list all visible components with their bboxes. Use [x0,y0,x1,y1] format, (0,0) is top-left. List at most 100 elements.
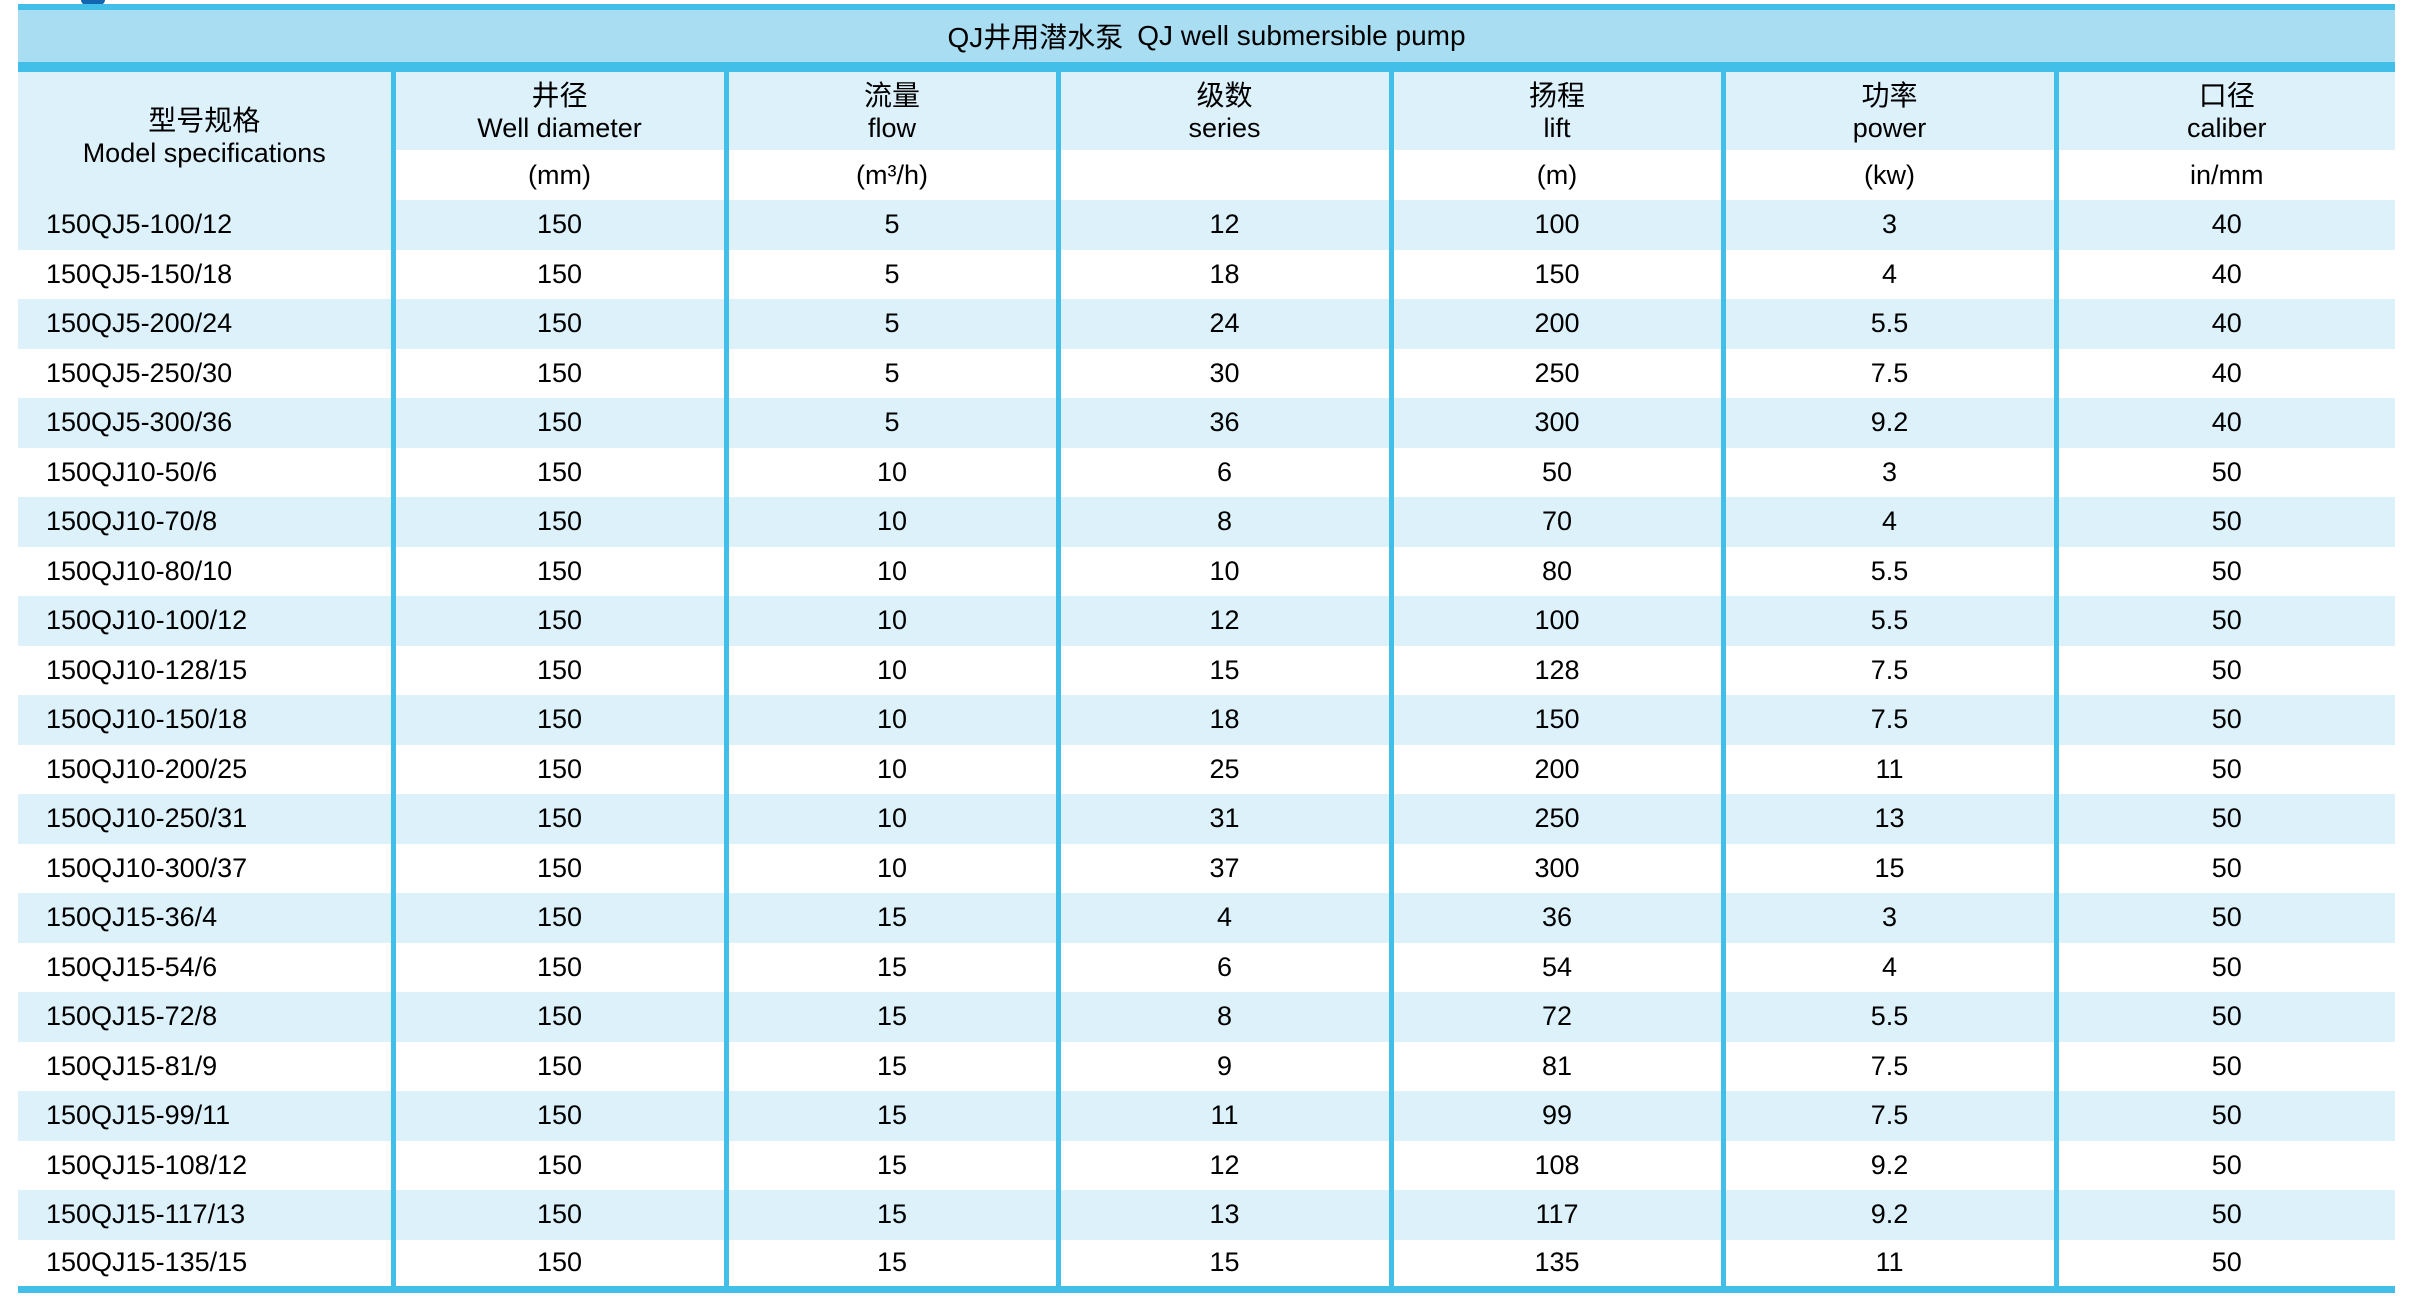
cell-lift: 108 [1388,1140,1723,1190]
unit-power: (kw) [1720,150,2056,200]
cell-model: 150QJ5-100/12 [46,209,233,240]
table-row: 150QJ15-108/12 150 15 12 108 9.2 50 [18,1140,2395,1190]
cell-caliber: 50 [2053,1091,2395,1141]
table-row: 150QJ10-80/10 150 10 10 80 5.5 50 [18,546,2395,596]
cell-well-diameter: 150 [390,744,726,794]
cell-flow: 10 [723,596,1058,646]
table-row: 150QJ10-300/37 150 10 37 300 15 50 [18,843,2395,893]
cell-series: 24 [1055,299,1391,349]
cell-power: 3 [1720,447,2056,497]
cell-lift: 54 [1388,942,1723,992]
cell-flow: 5 [723,299,1058,349]
cell-series: 18 [1055,695,1391,745]
cell-caliber: 50 [2053,794,2395,844]
cell-caliber: 40 [2053,348,2395,398]
cell-power: 5.5 [1720,546,2056,596]
cell-power: 5.5 [1720,596,2056,646]
table-header: 型号规格 Model specifications 井径 Well diamet… [18,72,2395,200]
cell-caliber: 50 [2053,645,2395,695]
unit-well-diameter: (mm) [390,150,726,200]
col-header-lift-zh: 扬程 [1528,79,1585,111]
cell-series: 37 [1055,843,1391,893]
cell-series: 9 [1055,1041,1391,1091]
table-row: 150QJ5-300/36 150 5 36 300 9.2 40 [18,398,2395,448]
cell-model: 150QJ5-300/36 [46,407,233,438]
col-header-well-diameter-zh: 井径 [531,79,588,111]
cell-flow: 10 [723,695,1058,745]
cell-series: 6 [1055,447,1391,497]
cell-power: 4 [1720,249,2056,299]
col-header-power: 功率 power [1720,72,2056,150]
cell-power: 15 [1720,843,2056,893]
cell-caliber: 50 [2053,893,2395,943]
cell-lift: 200 [1388,299,1723,349]
table-row: 150QJ5-150/18 150 5 18 150 4 40 [18,249,2395,299]
table-row: 150QJ15-117/13 150 15 13 117 9.2 50 [18,1190,2395,1240]
cell-lift: 36 [1388,893,1723,943]
cell-lift: 200 [1388,744,1723,794]
col-header-well-diameter: 井径 Well diameter [390,72,726,150]
cell-power: 9.2 [1720,1140,2056,1190]
cell-caliber: 50 [2053,1140,2395,1190]
table-row: 150QJ15-36/4 150 15 4 36 3 50 [18,893,2395,943]
cell-power: 11 [1720,744,2056,794]
cell-caliber: 50 [2053,1239,2395,1289]
cell-flow: 15 [723,1140,1058,1190]
table-row: 150QJ5-100/12 150 5 12 100 3 40 [18,200,2395,250]
cell-caliber: 40 [2053,200,2395,250]
cell-model: 150QJ15-135/15 [46,1247,248,1277]
cell-well-diameter: 150 [390,447,726,497]
col-header-power-zh: 功率 [1861,79,1918,111]
cell-flow: 10 [723,447,1058,497]
cell-power: 4 [1720,497,2056,547]
unit-lift: (m) [1388,150,1723,200]
table-row: 150QJ10-250/31 150 10 31 250 13 50 [18,794,2395,844]
col-header-lift-en: lift [1543,112,1571,143]
cell-model: 150QJ5-200/24 [46,308,233,339]
cell-power: 5.5 [1720,299,2056,349]
table-row: 150QJ15-54/6 150 15 6 54 4 50 [18,942,2395,992]
col-header-series-en: series [1188,112,1261,143]
cell-model: 150QJ15-117/13 [46,1199,246,1230]
cell-model: 150QJ10-150/18 [46,704,248,735]
cell-power: 9.2 [1720,1190,2056,1240]
cell-model: 150QJ15-72/8 [46,1001,218,1032]
cell-well-diameter: 150 [390,1091,726,1141]
cell-power: 7.5 [1720,1091,2056,1141]
cell-flow: 5 [723,348,1058,398]
table-row: 150QJ15-72/8 150 15 8 72 5.5 50 [18,992,2395,1042]
cell-well-diameter: 150 [390,942,726,992]
pump-spec-table: 型号规格 Model specifications 井径 Well diamet… [18,72,2395,1293]
cell-series: 11 [1055,1091,1391,1141]
cell-flow: 5 [723,200,1058,250]
cell-caliber: 50 [2053,843,2395,893]
cell-series: 13 [1055,1190,1391,1240]
cell-well-diameter: 150 [390,695,726,745]
unit-series [1055,150,1391,200]
cell-well-diameter: 150 [390,596,726,646]
table-row: 150QJ10-200/25 150 10 25 200 11 50 [18,744,2395,794]
unit-flow: (m³/h) [723,150,1058,200]
col-header-well-diameter-en: Well diameter [477,112,642,143]
cell-lift: 100 [1388,200,1723,250]
cell-flow: 15 [723,1041,1058,1091]
cell-well-diameter: 150 [390,200,726,250]
cell-power: 7.5 [1720,1041,2056,1091]
table-row: 150QJ15-135/15 150 15 15 135 11 50 [18,1239,2395,1289]
col-header-caliber-en: caliber [2186,112,2267,143]
cell-series: 8 [1055,992,1391,1042]
col-header-power-en: power [1852,112,1927,143]
col-header-series: 级数 series [1055,72,1391,150]
cell-flow: 15 [723,1091,1058,1141]
cell-lift: 250 [1388,348,1723,398]
cell-well-diameter: 150 [390,1140,726,1190]
cell-model: 150QJ5-150/18 [46,258,233,289]
cell-caliber: 50 [2053,546,2395,596]
table-row: 150QJ10-50/6 150 10 6 50 3 50 [18,447,2395,497]
cell-model: 150QJ15-54/6 [46,951,218,982]
cell-caliber: 40 [2053,299,2395,349]
cell-caliber: 50 [2053,992,2395,1042]
cell-power: 3 [1720,893,2056,943]
unit-caliber: in/mm [2053,150,2395,200]
cell-flow: 10 [723,794,1058,844]
